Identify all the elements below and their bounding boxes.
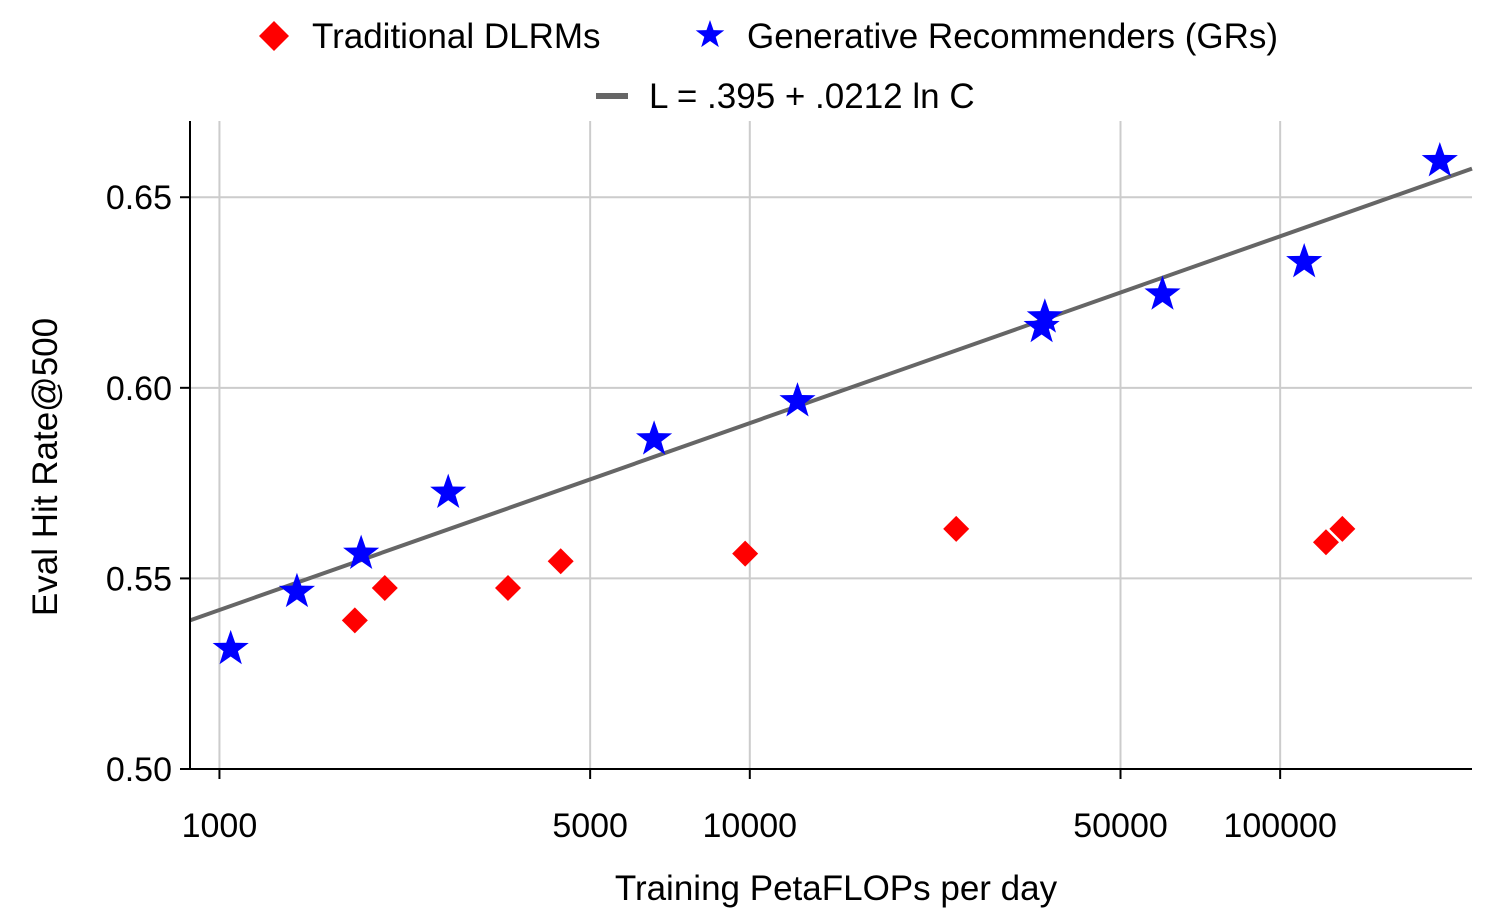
- gr-star-point: [430, 473, 467, 509]
- y-tick-label: 0.50: [106, 751, 172, 789]
- ticks-layer: 1000 5000 10000 50000 100000 0.50 0.55 0.60 0.65: [106, 179, 1337, 845]
- dlrm-diamond-point: [494, 574, 521, 601]
- legend-item-gr: Generative Recommenders (GRs): [695, 17, 1278, 56]
- grid-layer: [190, 121, 1472, 769]
- gr-star-point: [1026, 298, 1063, 333]
- legend-diamond-marker: [259, 21, 289, 51]
- points-layer: [212, 142, 1458, 665]
- gr-star-point: [636, 420, 673, 455]
- legend-label-gr: Generative Recommenders (GRs): [747, 17, 1278, 56]
- y-tick-label: 0.55: [106, 560, 172, 598]
- legend-item-fit: L = .395 + .0212 ln C: [596, 77, 975, 116]
- x-tick-label: 100000: [1223, 807, 1336, 845]
- legend: Traditional DLRMs Generative Recommender…: [259, 17, 1278, 116]
- dlrm-diamond-point: [943, 515, 970, 542]
- gr-star-point: [278, 572, 316, 608]
- dlrm-diamond-point: [341, 607, 368, 634]
- dlrm-diamond-point: [732, 540, 759, 567]
- y-axis-label: Eval Hit Rate@500: [26, 318, 65, 616]
- y-tick-label: 0.65: [106, 179, 172, 217]
- fit-line: [189, 166, 1473, 623]
- legend-label-dlrm: Traditional DLRMs: [312, 17, 601, 56]
- fit-line-layer: [189, 166, 1473, 623]
- gr-star-point: [779, 382, 816, 417]
- y-tick-label: 0.60: [106, 370, 172, 408]
- legend-item-dlrm: Traditional DLRMs: [259, 17, 601, 56]
- x-tick-label: 5000: [552, 807, 628, 845]
- x-tick-label: 50000: [1073, 807, 1168, 845]
- gr-star-point: [1286, 243, 1323, 278]
- gr-star-point: [1144, 275, 1181, 310]
- x-axis-label: Training PetaFLOPs per day: [615, 869, 1058, 908]
- gr-star-point: [343, 534, 380, 570]
- gr-star-point: [212, 629, 249, 665]
- x-tick-label: 1000: [182, 807, 258, 845]
- dlrm-diamond-point: [547, 548, 574, 575]
- legend-label-fit: L = .395 + .0212 ln C: [649, 77, 975, 116]
- dlrm-diamond-point: [371, 574, 398, 601]
- gr-star-point: [1421, 142, 1458, 177]
- x-tick-label: 10000: [703, 807, 798, 845]
- dlrm-diamond-point: [1312, 529, 1339, 556]
- legend-star-marker: [695, 20, 725, 48]
- dlrm-diamond-point: [1329, 515, 1356, 542]
- axes-layer: [189, 121, 1472, 770]
